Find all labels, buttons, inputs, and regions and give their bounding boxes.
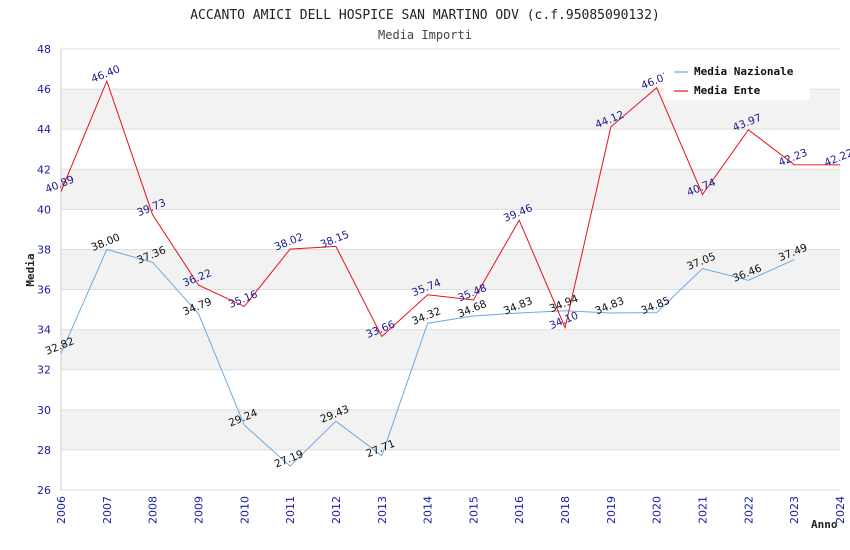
y-tick-label: 28: [37, 444, 51, 457]
x-tick-label: 2018: [559, 496, 572, 524]
grid-band: [61, 409, 840, 450]
legend: Media Nazionale Media Ente: [664, 58, 810, 100]
y-tick-label: 44: [37, 123, 51, 136]
x-tick-label: 2009: [192, 496, 205, 524]
x-tick-label: 2015: [467, 496, 480, 524]
grid-band: [61, 329, 840, 370]
y-tick-label: 34: [37, 324, 51, 337]
y-tick-labels: 26 28 30 32 34 36 38 40 42 44 46 48: [37, 43, 51, 497]
y-tick-label: 40: [37, 203, 51, 216]
x-tick-label: 2006: [55, 496, 68, 524]
x-tick-label: 2014: [422, 496, 435, 524]
x-tick-label: 2021: [697, 496, 710, 524]
legend-label-nazionale: Media Nazionale: [694, 65, 794, 78]
grid-bands: [61, 49, 840, 490]
x-tick-label: 2008: [147, 496, 160, 524]
x-axis-label: Anno: [811, 518, 838, 531]
x-tick-label: 2019: [605, 496, 618, 524]
grid-band: [61, 289, 840, 330]
y-tick-label: 26: [37, 484, 51, 497]
x-tick-label: 2010: [238, 496, 251, 524]
x-tick-label: 2013: [376, 496, 389, 524]
grid-lines: [61, 48, 840, 491]
x-tick-label: 2007: [101, 496, 114, 524]
grid-band: [61, 449, 840, 490]
y-tick-label: 42: [37, 163, 51, 176]
y-tick-label: 48: [37, 43, 51, 56]
x-tick-label: 2011: [284, 496, 297, 524]
legend-label-ente: Media Ente: [694, 84, 761, 97]
x-tick-labels: 2006 2007 2008 2009 2010 2011 2012 2013 2014 2015…: [55, 496, 847, 524]
x-tick-label: 2020: [651, 496, 664, 524]
x-tick-label: 2022: [742, 496, 755, 524]
y-tick-label: 38: [37, 243, 51, 256]
series-line-nazionale: [60, 248, 795, 467]
x-tick-label: 2023: [788, 496, 801, 524]
y-tick-label: 36: [37, 284, 51, 297]
y-axis-label: Media: [24, 253, 37, 286]
y-tick-label: 32: [37, 364, 51, 377]
series-line-ente: [60, 79, 841, 338]
chart-title: ACCANTO AMICI DELL HOSPICE SAN MARTINO O…: [190, 8, 660, 23]
series-lines: [60, 79, 841, 467]
x-tick-label: 2024: [834, 496, 847, 524]
x-tick-label: 2016: [513, 496, 526, 524]
x-tick-label: 2012: [330, 496, 343, 524]
legend-box: [664, 58, 810, 100]
grid-band: [61, 169, 840, 210]
y-tick-label: 30: [37, 404, 51, 417]
grid-band: [61, 129, 840, 170]
grid-band: [61, 369, 840, 410]
grid-band: [61, 249, 840, 290]
y-tick-label: 46: [37, 83, 51, 96]
grid-band: [61, 209, 840, 250]
chart-subtitle: Media Importi: [378, 28, 472, 42]
